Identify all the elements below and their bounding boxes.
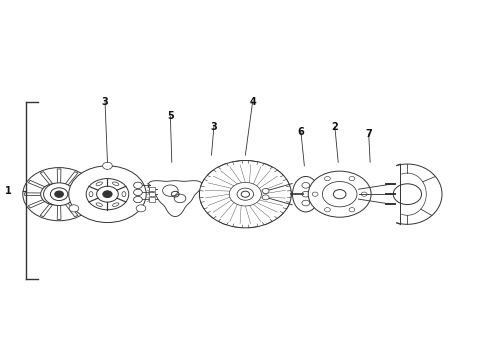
Text: 6: 6 <box>297 127 304 137</box>
Polygon shape <box>40 172 53 186</box>
Circle shape <box>41 184 70 205</box>
Circle shape <box>134 182 142 189</box>
Polygon shape <box>28 198 48 208</box>
Polygon shape <box>71 180 90 190</box>
Ellipse shape <box>293 176 319 212</box>
Circle shape <box>262 195 269 200</box>
Ellipse shape <box>96 182 102 185</box>
Polygon shape <box>74 193 94 195</box>
Circle shape <box>134 189 142 195</box>
Polygon shape <box>57 205 61 219</box>
Ellipse shape <box>122 192 126 197</box>
Text: 4: 4 <box>249 97 256 107</box>
Circle shape <box>44 183 74 206</box>
Circle shape <box>262 189 269 193</box>
Text: 1: 1 <box>4 186 11 195</box>
Polygon shape <box>65 203 78 217</box>
Polygon shape <box>148 181 202 216</box>
Ellipse shape <box>113 182 119 185</box>
Polygon shape <box>40 203 53 217</box>
Circle shape <box>102 162 112 169</box>
Circle shape <box>174 194 186 203</box>
Circle shape <box>69 166 146 222</box>
Circle shape <box>215 188 232 201</box>
Ellipse shape <box>89 192 93 197</box>
Ellipse shape <box>96 203 102 206</box>
Polygon shape <box>28 180 48 190</box>
Polygon shape <box>65 172 78 186</box>
Circle shape <box>69 205 79 212</box>
Polygon shape <box>71 198 90 208</box>
Text: 5: 5 <box>167 111 174 121</box>
Polygon shape <box>148 192 155 196</box>
Circle shape <box>308 171 371 217</box>
Text: 7: 7 <box>366 129 372 139</box>
Text: 2: 2 <box>331 122 338 132</box>
Text: 3: 3 <box>211 122 217 132</box>
Text: 3: 3 <box>101 97 108 107</box>
Polygon shape <box>148 197 155 202</box>
Circle shape <box>199 161 291 228</box>
Polygon shape <box>24 193 45 195</box>
Circle shape <box>333 190 346 199</box>
Polygon shape <box>57 169 61 184</box>
Circle shape <box>134 196 142 203</box>
Polygon shape <box>148 187 155 191</box>
Circle shape <box>163 185 178 196</box>
Circle shape <box>55 191 63 197</box>
Ellipse shape <box>113 203 119 206</box>
Circle shape <box>103 191 112 198</box>
Circle shape <box>241 191 249 197</box>
Circle shape <box>136 205 146 212</box>
